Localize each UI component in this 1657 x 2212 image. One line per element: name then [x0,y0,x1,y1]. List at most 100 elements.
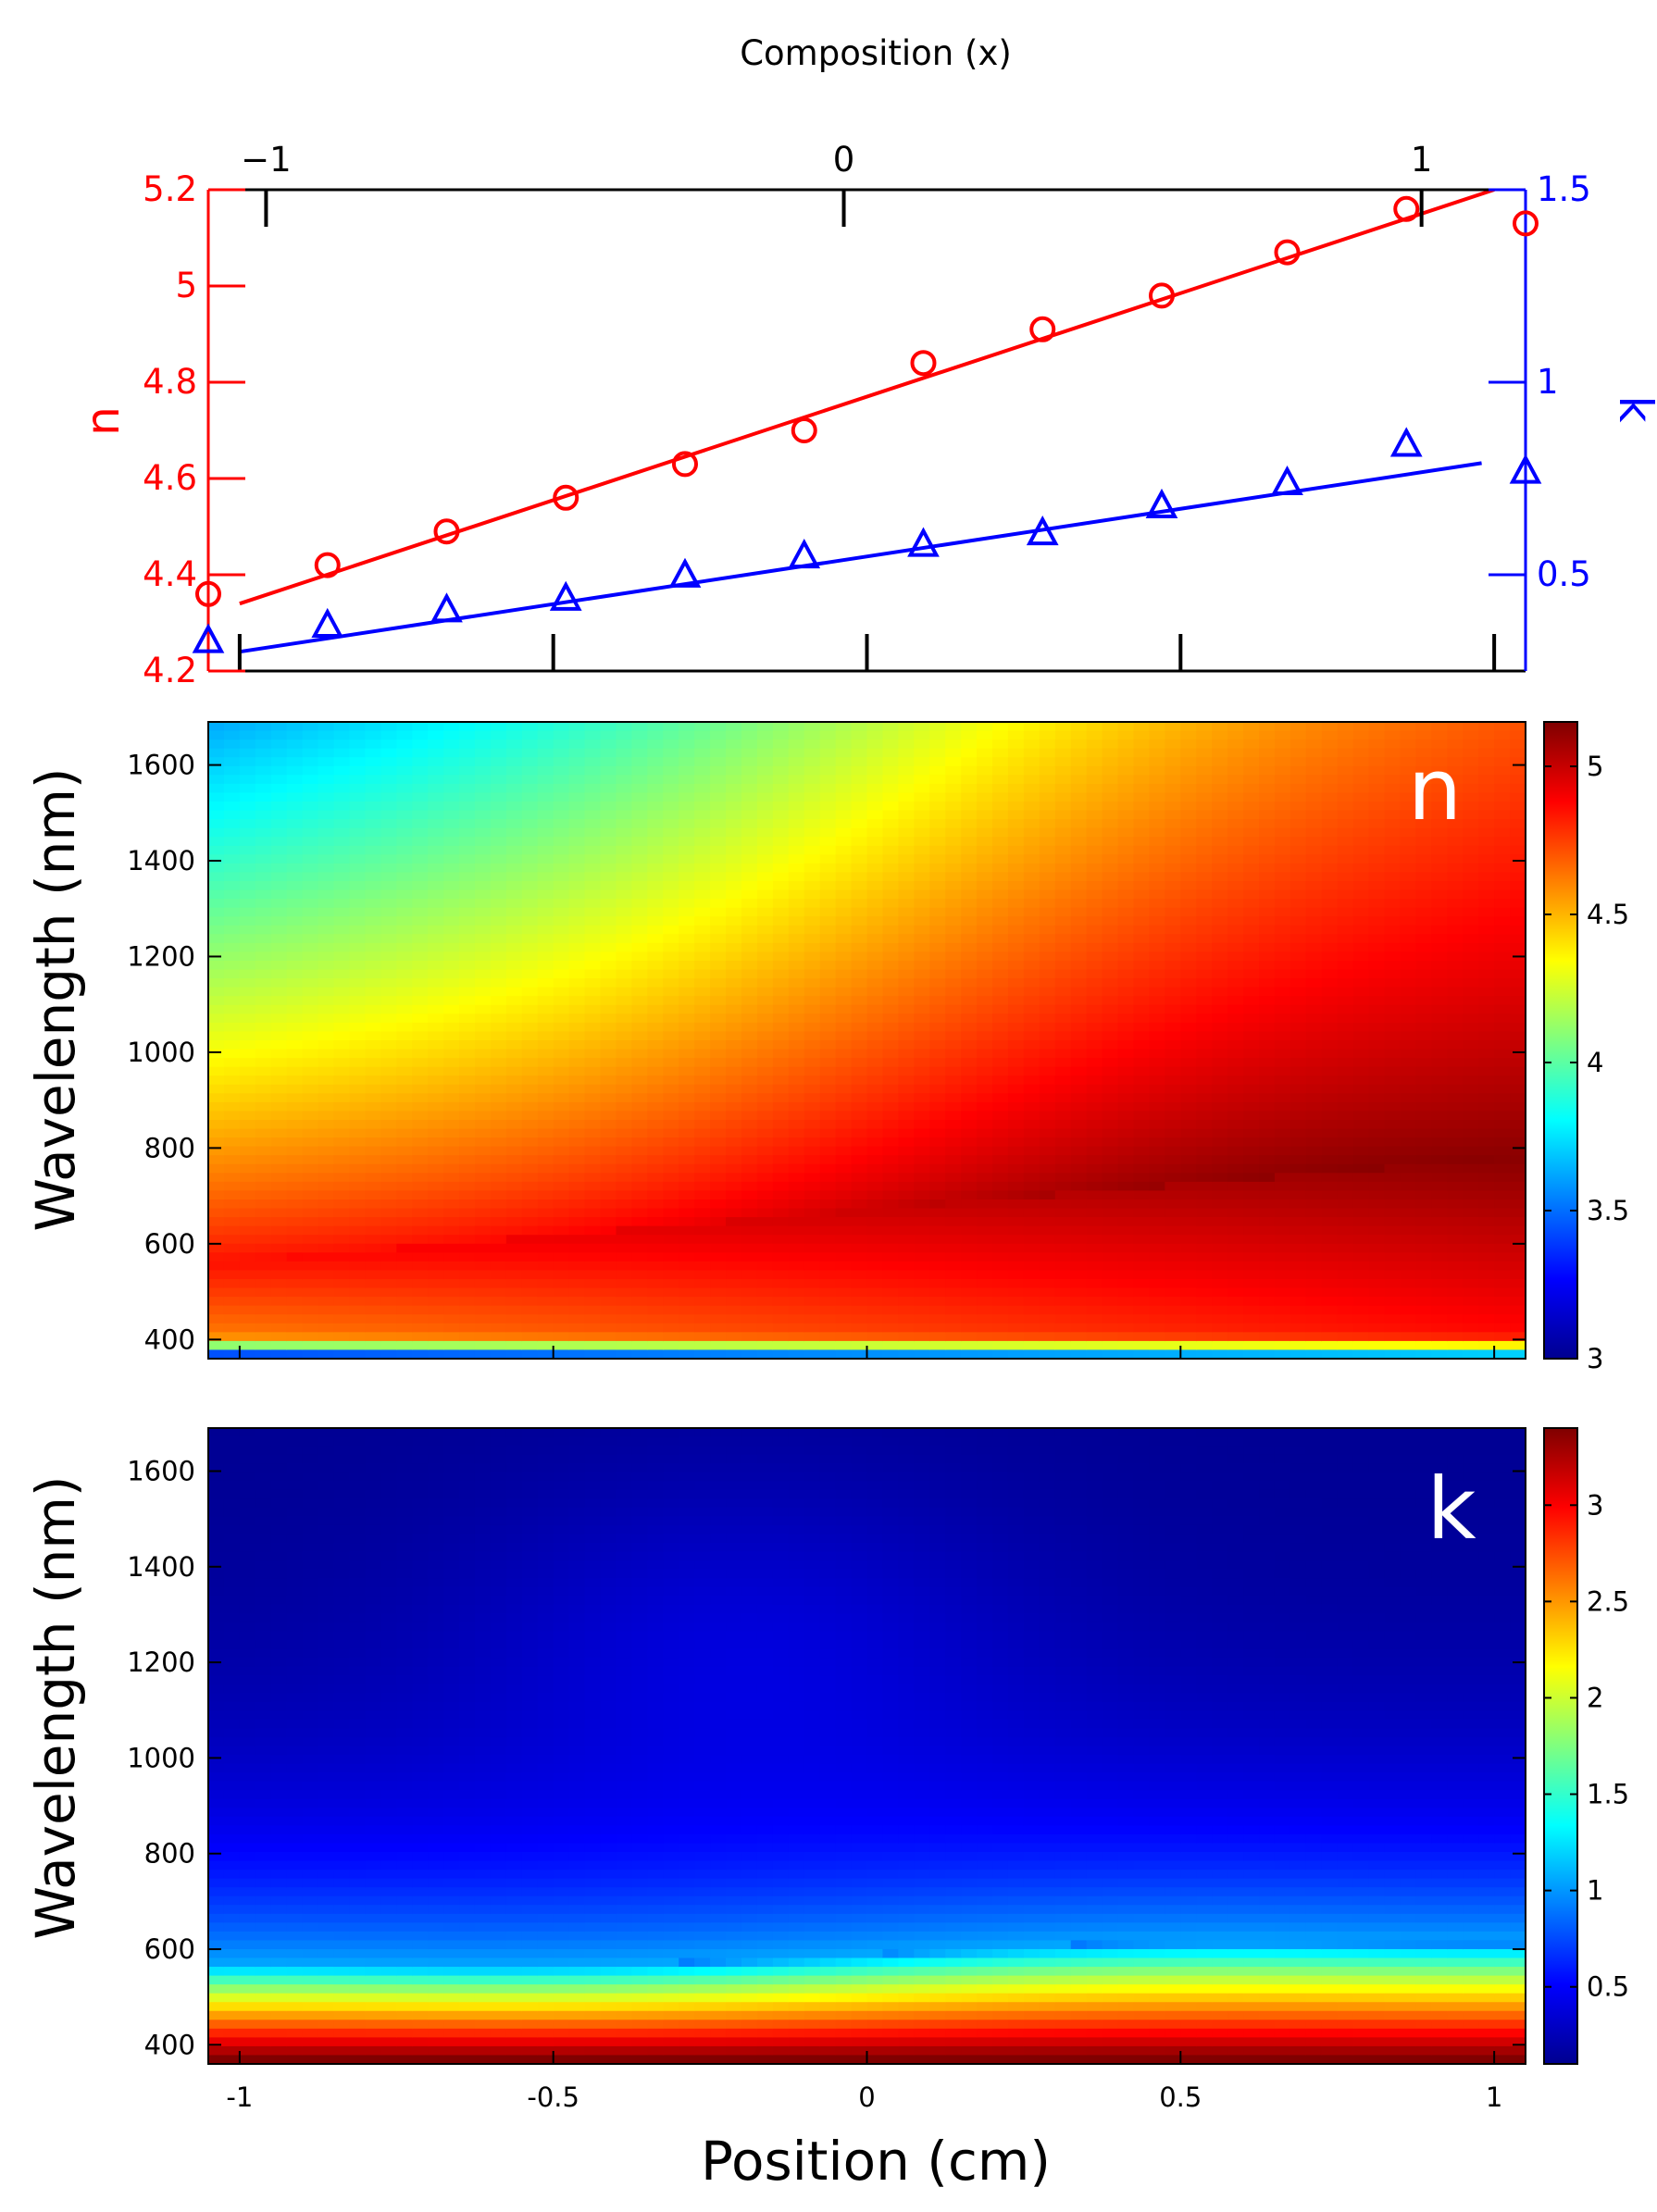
heatmap-cell [694,775,711,785]
heatmap-cell [1165,854,1181,864]
heatmap-cell [772,1314,790,1324]
heatmap-cell [726,802,742,812]
heatmap-cell [741,757,758,767]
heatmap-cell [945,996,962,1006]
heatmap-cell [1212,1332,1228,1342]
heatmap-cell [1117,1155,1135,1165]
heatmap-cell [1023,783,1040,794]
heatmap-cell [992,1004,1009,1014]
heatmap-cell [851,1031,868,1041]
heatmap-cell [239,1093,256,1103]
heatmap-cell [663,1261,679,1272]
heatmap-cell [772,1349,790,1360]
heatmap-cell [459,1217,476,1227]
heatmap-cell [1165,1137,1181,1148]
heatmap-cell [318,1155,335,1165]
heatmap-cell [1227,942,1244,953]
heatmap-cell [898,1181,915,1192]
heatmap-cell [208,1181,225,1192]
k-data-point [668,557,702,588]
heatmap-cell [835,722,853,732]
heatmap-cell [772,1128,790,1138]
heatmap-cell [1070,987,1088,997]
heatmap-cell [1227,1049,1244,1059]
heatmap-cell [1243,730,1260,740]
heatmap-cell [505,1173,523,1183]
heatmap-cell [741,1031,758,1041]
heatmap-cell [898,907,915,917]
heatmap-cell [1259,889,1276,900]
heatmap-cell [537,1208,554,1218]
heatmap-cell [679,1163,695,1174]
heatmap-cell [255,1279,272,1289]
heatmap-cell [804,1040,821,1050]
heatmap-cell [223,1217,241,1227]
heatmap-cell [318,1332,335,1342]
heatmap-cell [1196,845,1213,855]
heatmap-cell [1054,961,1072,971]
heatmap-cell [412,889,429,900]
heatmap-cell [804,827,821,838]
heatmap-cell [961,978,978,988]
heatmap-cell [914,802,930,812]
heatmap-cell [756,1084,774,1094]
heatmap-cell [929,987,946,997]
heatmap-cell [929,1314,946,1324]
heatmap-cell [521,854,539,864]
heatmap-cell [1007,1120,1025,1130]
heatmap-cell [616,1163,632,1174]
heatmap-cell [1054,1155,1072,1165]
heatmap-cell [710,942,727,953]
heatmap-cell [1133,863,1151,874]
heatmap-cell [726,1022,742,1033]
heatmap-cell [443,730,460,740]
heatmap-cell [600,1163,617,1174]
heatmap-cell [1086,916,1103,926]
n-data-point [1393,195,1420,222]
heatmap-cell [1227,1101,1244,1112]
heatmap-cell [756,1066,774,1076]
heatmap-cell [961,1093,978,1103]
heatmap-cell [977,1199,993,1210]
heatmap-cell [490,1155,507,1165]
heatmap-cell [553,961,570,971]
heatmap-cell [459,1235,476,1245]
heatmap-cell [756,1146,774,1156]
heatmap-cell [584,987,602,997]
heatmap-cell [490,1128,507,1138]
heatmap-cell [568,934,586,944]
heatmap-cell [741,1128,758,1138]
heatmap-cell [1180,1004,1197,1014]
heatmap-cell [914,1208,930,1218]
heatmap-cell [1102,1235,1119,1245]
heatmap-cell [568,1323,586,1333]
heatmap-cell [1007,730,1025,740]
heatmap-cell [459,1332,476,1342]
heatmap-cell [679,1111,695,1121]
heatmap-cell [819,1190,837,1200]
heatmap-cell [553,1093,570,1103]
heatmap-cell [804,845,821,855]
heatmap-cell [600,854,617,864]
heatmap-cell [929,1163,946,1174]
heatmap-cell [223,969,241,979]
heatmap-cell [553,730,570,740]
heatmap-cell [318,1004,335,1014]
heatmap-cell [866,872,884,882]
heatmap-cell [521,1270,539,1280]
heatmap-cell [835,1004,853,1014]
heatmap-cell [663,889,679,900]
heatmap-cell [208,1235,225,1245]
heatmap-cell [1086,996,1103,1006]
heatmap-cell [459,792,476,802]
heatmap-cell [286,1101,304,1112]
heatmap-cell [914,1190,930,1200]
heatmap-cell [1243,722,1260,732]
heatmap-cell [679,1243,695,1253]
heatmap-cell [521,757,539,767]
heatmap-cell [835,916,853,926]
heatmap-cell [1039,1252,1056,1262]
heatmap-cell [992,1217,1009,1227]
heatmap-cell [694,863,711,874]
heatmap-cell [835,827,853,838]
